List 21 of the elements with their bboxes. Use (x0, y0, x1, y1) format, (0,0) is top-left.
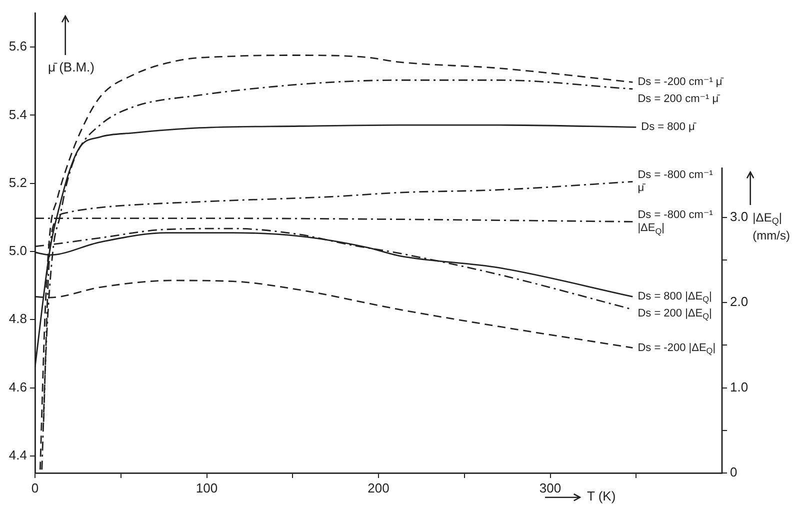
y2-tick-label: 2.0 (730, 294, 748, 310)
y2-tick-label: 3.0 (730, 209, 748, 224)
y2-tick-label: 1.0 (730, 379, 748, 394)
series-label: Ds = 800 μ̄ (641, 121, 697, 134)
x-tick-label: 200 (368, 480, 390, 496)
y-tick-label: 5.0 (8, 243, 27, 258)
y-axis-title: μ̄ (B.M.) (48, 60, 94, 75)
y-tick-label: 4.8 (8, 311, 27, 326)
x-tick-label: 100 (196, 480, 218, 496)
x-axis-title: T (K) (587, 488, 616, 504)
y-tick-label: 4.6 (8, 379, 27, 394)
y-tick-label: 4.4 (8, 448, 27, 463)
series-label: Ds = -800 cm⁻¹ μ̄ (638, 169, 714, 194)
series-label: Ds = 200 cm⁻¹ μ̄ (638, 93, 721, 106)
x-tick-label: 300 (539, 480, 562, 496)
y-tick-label: 5.4 (8, 106, 27, 122)
y-tick-label: 5.6 (8, 38, 27, 54)
y-tick-label: 5.2 (8, 174, 27, 190)
series-label: Ds = -200 cm⁻¹ μ̄ (638, 76, 724, 88)
x-tick-label: 0 (31, 480, 39, 496)
y2-tick-label: 0 (730, 464, 738, 480)
